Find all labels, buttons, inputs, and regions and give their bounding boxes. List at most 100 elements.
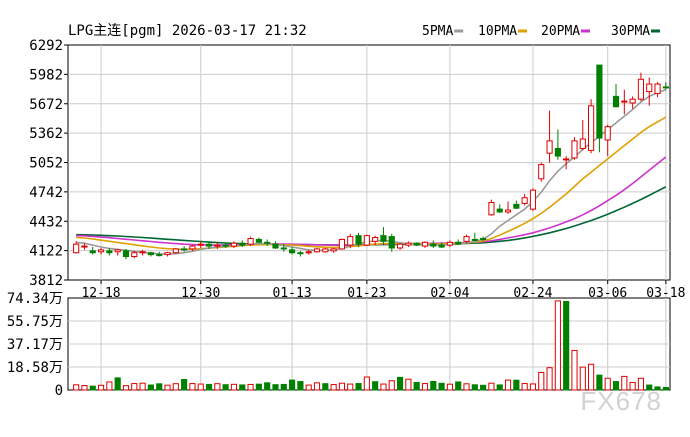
candle [446, 240, 453, 248]
candle-body [554, 147, 561, 157]
volume-bar [322, 383, 329, 391]
candle-body [97, 249, 105, 253]
volume-bar [272, 384, 279, 391]
volume-bar [637, 377, 645, 391]
volume-bar [280, 383, 287, 391]
candle [172, 247, 179, 254]
candle [463, 234, 470, 244]
volume-bar [504, 379, 512, 391]
volume-bar [230, 383, 238, 391]
candle-body [372, 237, 379, 242]
candle [504, 201, 512, 214]
candle [529, 188, 537, 212]
volume-bar [471, 384, 478, 391]
candle [214, 242, 221, 249]
candle-body [604, 126, 611, 141]
y-tick-label: 4432 [29, 214, 63, 230]
candle-body [488, 201, 495, 216]
candle [89, 247, 96, 255]
candle [255, 237, 262, 244]
volume-bar [197, 383, 204, 391]
y-tick-label: 3812 [29, 273, 63, 289]
candle [230, 241, 238, 248]
candle [156, 251, 163, 257]
candle-body [629, 98, 636, 104]
volume-bar [289, 379, 296, 391]
volume-bar [305, 384, 312, 391]
candle-body [205, 243, 213, 247]
candle [106, 247, 113, 256]
volume-bar [646, 384, 653, 391]
candle [322, 247, 329, 253]
candle-body [297, 252, 304, 255]
volume-bar [313, 382, 321, 391]
y-tick-label: 6292 [29, 38, 63, 54]
candle-body [89, 250, 96, 254]
candle-body [363, 235, 370, 246]
candle-body [114, 249, 121, 253]
candle-body [463, 236, 470, 242]
candle-body [455, 241, 462, 245]
candle [197, 241, 204, 248]
candle-body [388, 236, 395, 249]
candle [629, 96, 636, 109]
volume-bar [629, 381, 636, 391]
chart-title: LPG主连[pgm] 2026-03-17 21:32 [68, 23, 307, 39]
volume-tick-label: 37.17万 [7, 337, 63, 353]
candle-body [305, 251, 312, 254]
candle-body [313, 248, 321, 253]
y-tick-label: 5982 [29, 67, 63, 83]
volume-bar [89, 385, 96, 391]
candle [147, 251, 154, 257]
candle-body [588, 105, 595, 151]
candle [247, 236, 254, 247]
legend-label-10pma: 10PMA [478, 24, 517, 39]
candle [205, 241, 213, 249]
candle-body [471, 238, 478, 241]
candle-body [181, 248, 188, 251]
candle-body [538, 164, 545, 180]
candle [571, 137, 578, 160]
volume-bar [355, 383, 362, 391]
candle-body [654, 83, 661, 95]
candle-body [131, 252, 138, 257]
y-tick-label: 5672 [29, 97, 63, 113]
candle-body [222, 244, 229, 247]
volume-bar [330, 384, 337, 391]
price-panel: 6292 5982 5672 5362 5052 4742 4432 4122 3812 12-1… [29, 38, 685, 390]
candle [164, 251, 171, 257]
volume-bar [189, 383, 196, 391]
candle [471, 232, 478, 242]
volume-bar [388, 380, 395, 391]
candle [596, 64, 603, 153]
candle [521, 193, 528, 206]
candle-body [106, 250, 113, 254]
y-tick-label: 4742 [29, 185, 63, 201]
candle-body [264, 241, 271, 244]
x-tick-label: 03-18 [646, 286, 685, 301]
candle-body [504, 209, 512, 213]
candle [455, 239, 462, 246]
candle-body [480, 237, 487, 240]
volume-bar [106, 381, 113, 391]
volume-bar [546, 367, 553, 391]
volume-bar [97, 384, 105, 391]
candle [189, 245, 196, 251]
candle [131, 250, 138, 259]
candle-body [338, 238, 346, 250]
candle-body [521, 197, 528, 204]
volume-bar [446, 383, 453, 391]
volume-bar [438, 382, 445, 391]
candle-body [322, 248, 329, 253]
candle-body [247, 237, 254, 245]
candle [413, 242, 420, 247]
x-tick-label: 02-24 [513, 286, 552, 301]
volume-bar [588, 363, 595, 391]
x-tick-label: 12-30 [181, 286, 220, 301]
chart-header: LPG主连[pgm] 2026-03-17 21:32 [68, 23, 307, 39]
y-tick-label: 5052 [29, 156, 63, 172]
candle-body [596, 64, 603, 139]
candle-body [147, 252, 154, 256]
volume-bar [147, 384, 154, 391]
